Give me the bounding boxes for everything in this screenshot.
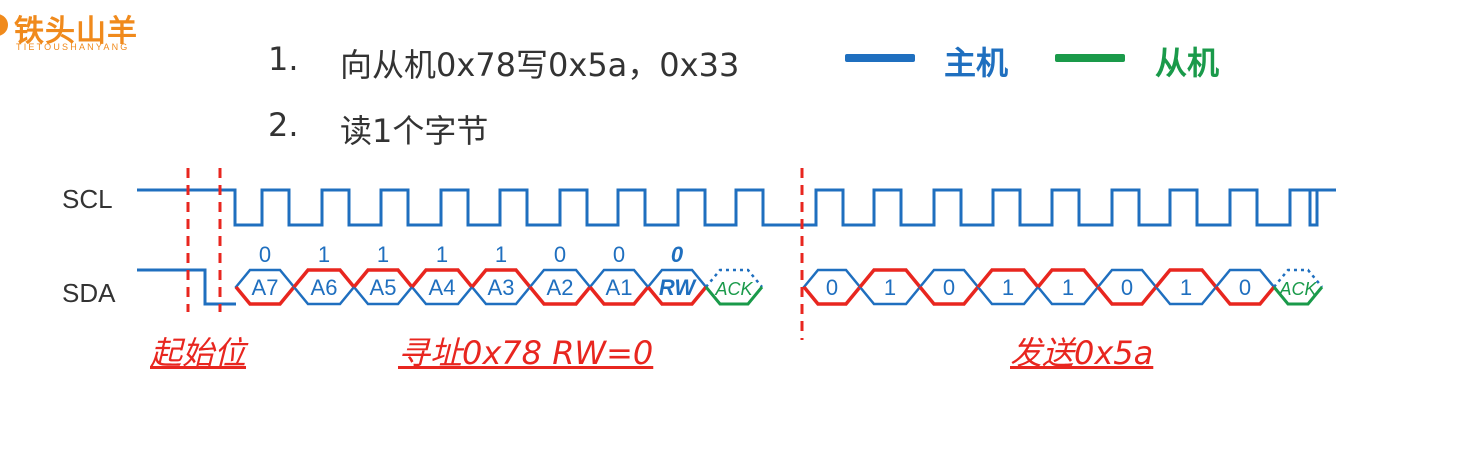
address-bit-label-6: A1	[606, 275, 633, 300]
address-bit-level-4	[470, 268, 532, 289]
caption-send-data: 发送0x5a	[1010, 334, 1154, 372]
scl-label: SCL	[62, 184, 113, 214]
address-value-2: 1	[377, 242, 389, 267]
data-bit-label-3: 1	[1002, 275, 1014, 300]
data-bit-label-2: 0	[943, 275, 955, 300]
address-bit-level-5	[528, 285, 592, 306]
address-bit-label-7: RW	[659, 275, 697, 300]
address-bit-level-3	[410, 268, 474, 289]
address-value-5: 0	[554, 242, 566, 267]
item-1-number: 1.	[268, 40, 299, 78]
data-bit-level-2	[918, 285, 980, 306]
address-bit-label-4: A3	[488, 275, 515, 300]
logo-icon	[0, 14, 8, 36]
address-bit-label-3: A4	[429, 275, 456, 300]
data-bit-label-1: 1	[884, 275, 896, 300]
data-bit-level-0	[802, 285, 862, 306]
address-bit-label-0: A7	[252, 275, 279, 300]
address-bit-label-2: A5	[370, 275, 397, 300]
data-bit-label-6: 1	[1180, 275, 1192, 300]
scl-waveform	[137, 188, 1336, 227]
logo-subtitle: TIETOUSHANYANG	[16, 42, 130, 52]
address-ack-label: ACK	[714, 279, 753, 299]
address-value-6: 0	[613, 242, 625, 267]
data-bit-level-1	[858, 268, 922, 289]
address-bit-label-1: A6	[311, 275, 338, 300]
data-bit-level-5	[1096, 285, 1158, 306]
address-value-1: 1	[318, 242, 330, 267]
data-bit-label-0: 0	[826, 275, 838, 300]
sda-label: SDA	[62, 278, 116, 308]
address-ack-line	[704, 286, 764, 306]
data-bit-label-5: 0	[1121, 275, 1133, 300]
legend-host-label: 主机	[944, 44, 1009, 82]
address-value-3: 1	[436, 242, 448, 267]
data-bit-level-6	[1154, 268, 1218, 289]
logo-name: 铁头山羊	[14, 14, 138, 49]
data-ack-label: ACK	[1278, 279, 1317, 299]
address-value-4: 1	[495, 242, 507, 267]
address-value-0: 0	[259, 242, 271, 267]
data-bit-level-4	[1036, 268, 1100, 289]
data-bit-level-3	[976, 268, 1040, 289]
item-1-text: 向从机0x78写0x5a，0x33	[340, 46, 740, 84]
address-bit-level-7	[646, 285, 708, 306]
data-ack-line	[1272, 286, 1324, 306]
caption-address: 寻址0x78 RW=0	[398, 334, 654, 372]
address-value-7: 0	[671, 242, 684, 267]
legend-slave-label: 从机	[1155, 44, 1220, 82]
item-2-text: 读1个字节	[340, 112, 489, 150]
legend-slave-line	[1055, 54, 1125, 62]
address-bit-level-1	[292, 268, 356, 289]
address-bit-level-0	[234, 285, 296, 306]
legend-host-line	[845, 54, 915, 62]
address-ack-dotted	[705, 268, 763, 288]
address-bit-label-5: A2	[547, 275, 574, 300]
caption-start-bit: 起始位	[150, 334, 247, 372]
data-bit-label-4: 1	[1062, 275, 1074, 300]
address-bit-level-2	[352, 268, 414, 289]
address-bit-level-6	[588, 285, 650, 306]
data-bit-label-7: 0	[1239, 275, 1251, 300]
item-2-number: 2.	[268, 106, 299, 144]
data-bit-level-7	[1214, 285, 1276, 306]
